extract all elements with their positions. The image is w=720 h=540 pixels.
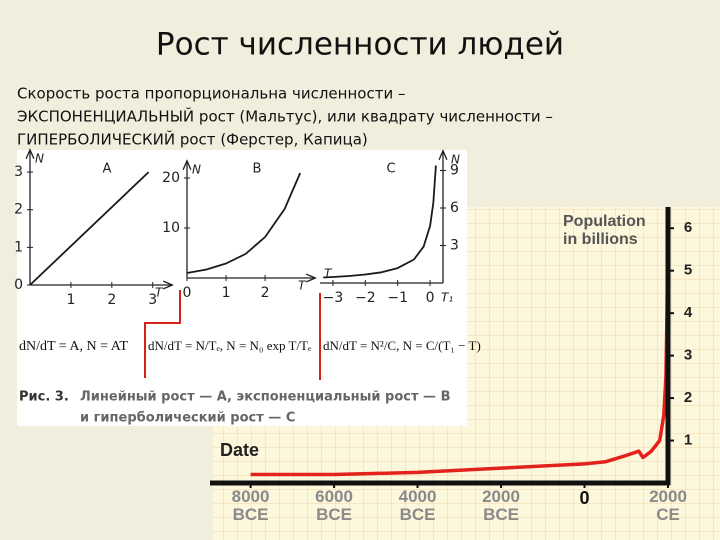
chart-label: B xyxy=(253,162,262,177)
population-chart: 1 2 3 4 5 6 xyxy=(249,215,693,488)
y-tick-label: 1 xyxy=(684,432,692,449)
y-tick-label: 1 xyxy=(14,239,23,255)
x-tick-label: 6000 BCE xyxy=(315,487,353,524)
x-tick-label: 1 xyxy=(222,285,231,301)
x-tick-label: 2 xyxy=(107,292,116,308)
y-axis-label: N xyxy=(192,163,201,177)
y-tick-label: 4 xyxy=(684,304,693,321)
chart-title: Population in billions xyxy=(563,213,646,248)
x-tick-label: 0 xyxy=(183,285,192,301)
x-tick-label: 3 xyxy=(148,292,157,308)
chart-label: A xyxy=(103,162,112,177)
y-tick-label: 3 xyxy=(684,347,692,364)
y-tick-label: 3 xyxy=(14,164,23,180)
x-tick-label: 2 xyxy=(261,285,270,301)
x-tick-label: 4000 BCE xyxy=(398,487,437,524)
text-line: ГИПЕРБОЛИЧЕСКИЙ рост (Ферстер, Капица) xyxy=(17,130,368,149)
y-tick-label: 6 xyxy=(450,200,459,216)
y-axis-label: N xyxy=(35,152,44,166)
x-tick-label: 0 xyxy=(426,290,435,306)
formula: dN/dT = N/Tₑ, N = N₀ exp T/Tₑ xyxy=(148,338,312,353)
x-tick-label: 2000 CE xyxy=(649,487,687,524)
formula: dN/dT = N²/C, N = C/(T₁ − T) xyxy=(323,338,481,353)
y-tick-label: 5 xyxy=(684,262,692,279)
y-tick-label: 10 xyxy=(162,220,180,236)
data-line xyxy=(29,171,150,286)
x-tick-label: −2 xyxy=(355,290,376,306)
x-tick-label: −3 xyxy=(323,290,344,306)
y-axis-label: N xyxy=(451,153,460,167)
formula: dN/dT = A, N = AT xyxy=(19,339,128,354)
x-axis-label: Date xyxy=(220,440,260,460)
x-axis-end-label: T₁ xyxy=(441,291,453,305)
x-tick-label: −1 xyxy=(387,290,408,306)
data-line xyxy=(323,165,437,279)
caption-line: Линейный рост — A, экспоненциальный рост… xyxy=(80,390,450,405)
figure-panel xyxy=(17,150,467,426)
x-axis-label: T xyxy=(324,267,333,281)
text-line: ЭКСПОНЕНЦИАЛЬНЫЙ рост (Мальтус), или ква… xyxy=(17,107,553,126)
y-tick-label: 2 xyxy=(684,389,692,406)
x-axis-label: T xyxy=(155,286,164,300)
text-line: Скорость роста пропорциональна численнос… xyxy=(17,85,405,103)
y-tick-label: 3 xyxy=(450,238,459,254)
x-tick-label: 8000 BCE xyxy=(231,487,270,524)
y-tick-label: 2 xyxy=(14,202,23,218)
data-line xyxy=(186,172,302,274)
caption-label: Рис. 3. xyxy=(19,390,69,405)
y-tick-label: 6 xyxy=(684,219,692,236)
x-tick-label: 0 xyxy=(579,488,590,508)
x-tick-label: 1 xyxy=(66,292,75,308)
chart-label: C xyxy=(387,162,396,177)
x-tick-label: 2000 BCE xyxy=(482,487,520,524)
y-tick-label: 20 xyxy=(162,170,180,186)
y-tick-label: 0 xyxy=(14,277,23,293)
data-line xyxy=(250,215,670,477)
x-axis-label: T xyxy=(298,279,307,293)
slide-title: Рост численности людей xyxy=(156,27,564,63)
caption-line: и гиперболический рост — C xyxy=(80,411,295,426)
divider xyxy=(144,290,181,378)
y-tick-label: 9 xyxy=(450,163,459,179)
